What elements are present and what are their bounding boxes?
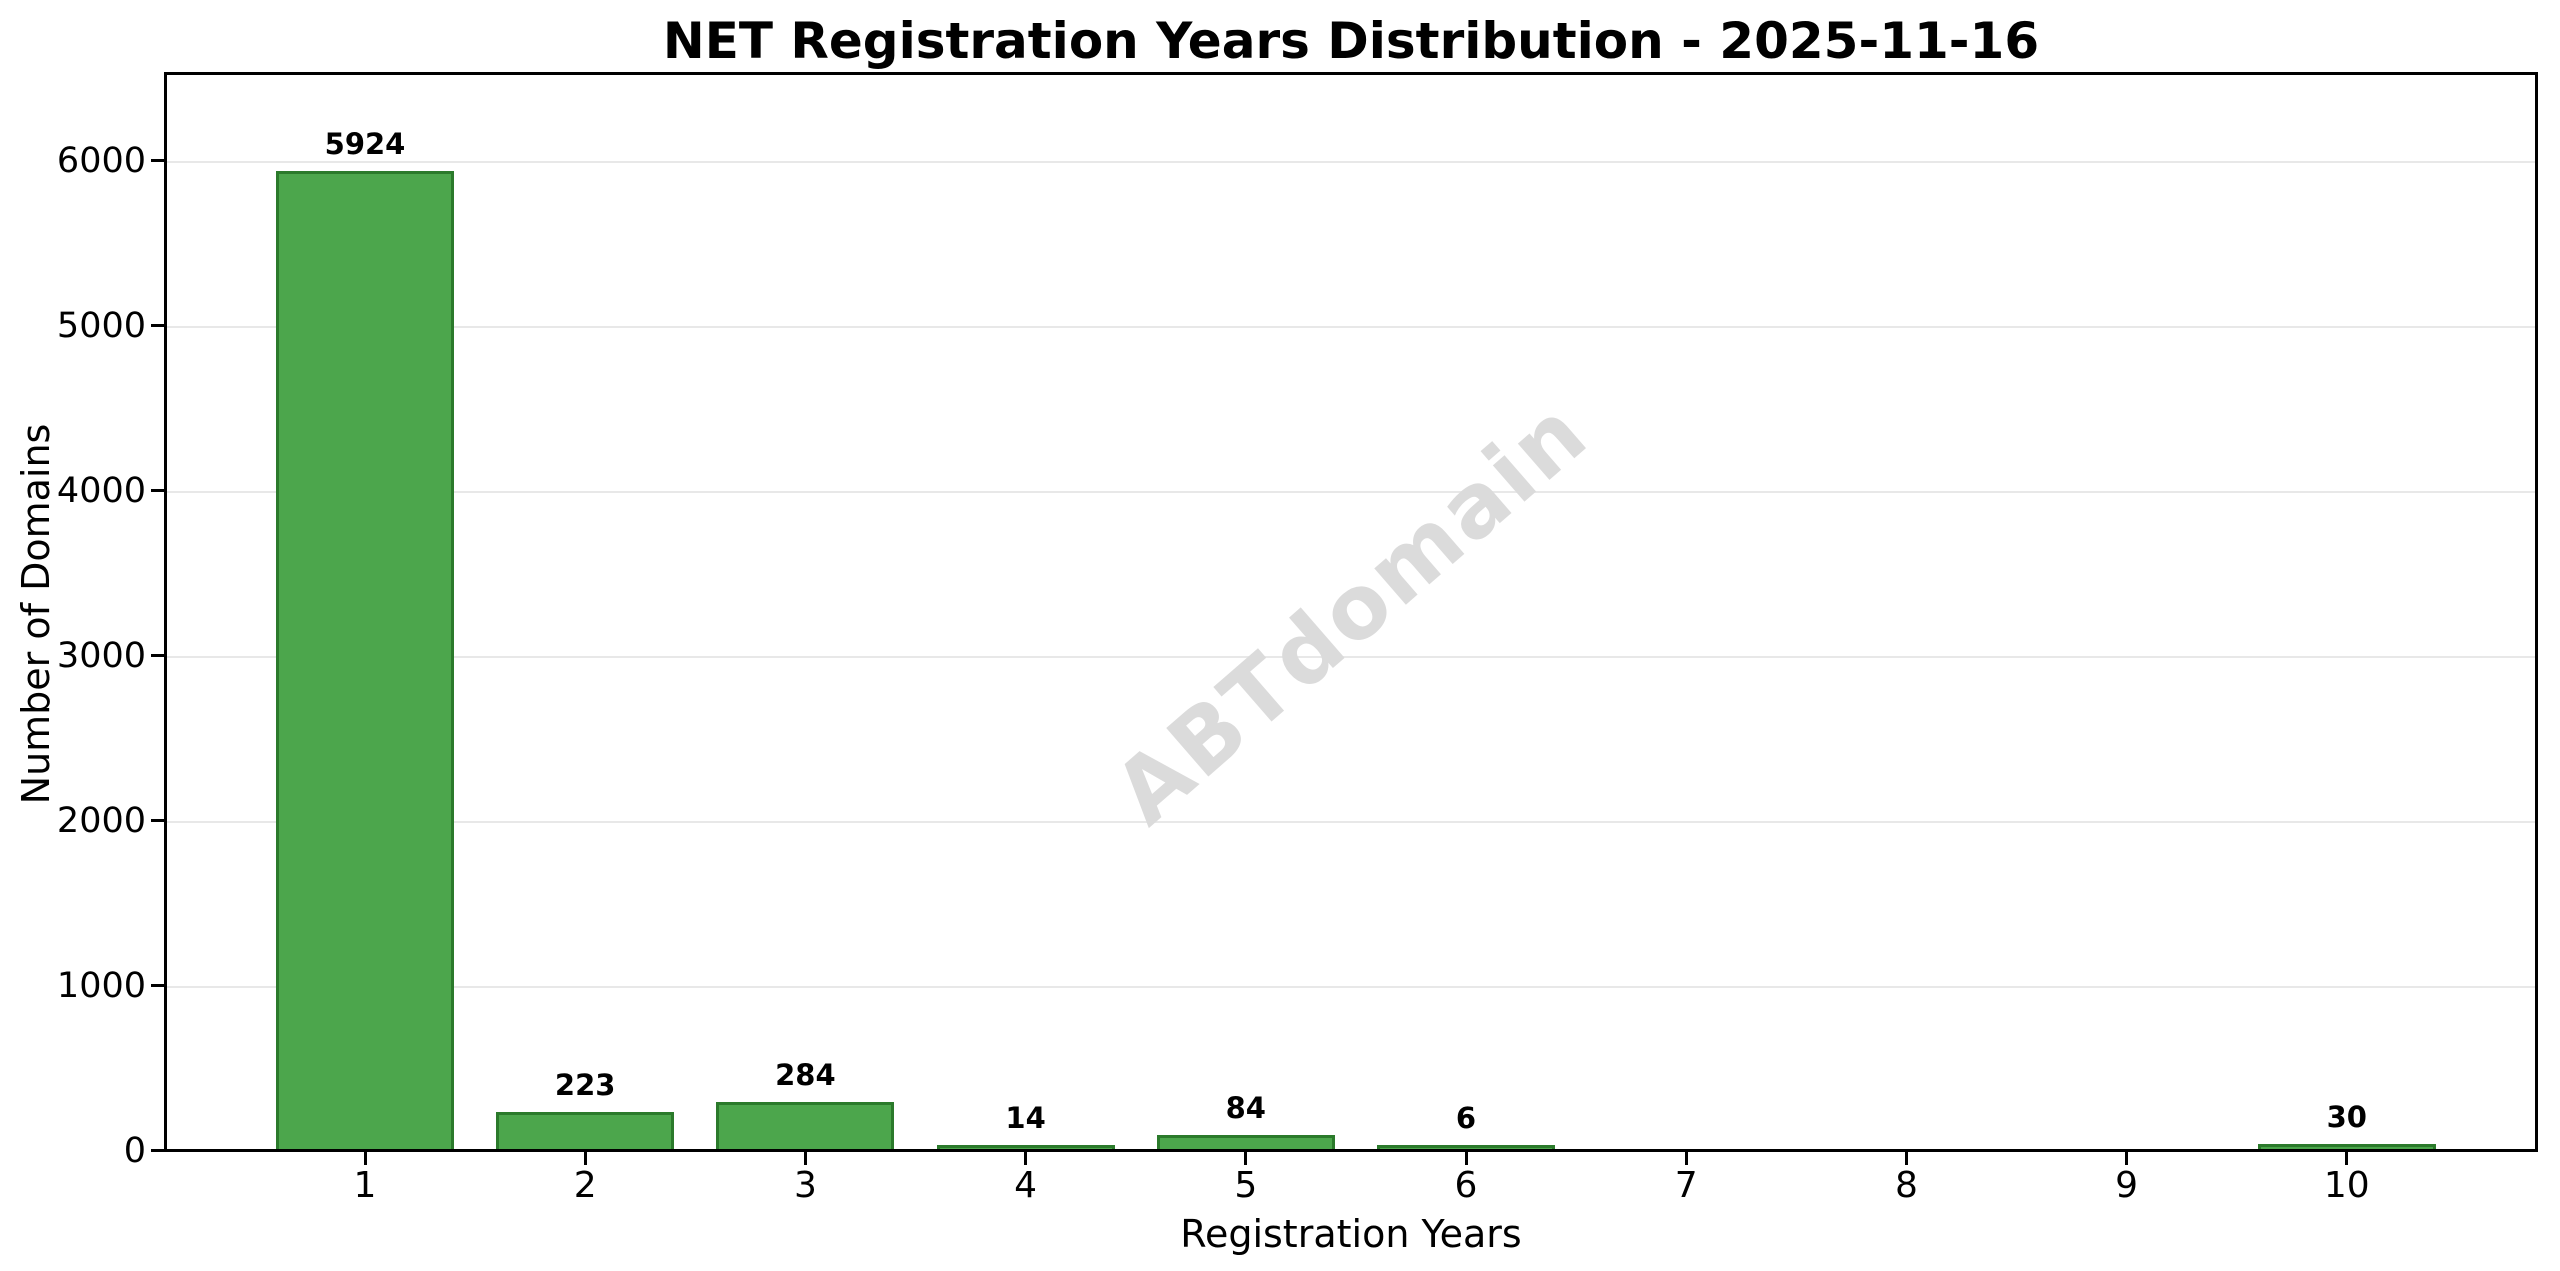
plot-area: ABTdomain 5924 223 284 14 84 6 30 bbox=[164, 72, 2538, 1152]
gridline-4000 bbox=[167, 490, 2535, 493]
x-tick-label-9: 9 bbox=[2115, 1165, 2139, 1206]
x-tick-mark-2 bbox=[583, 1152, 587, 1165]
x-axis-label: Registration Years bbox=[1180, 1212, 1522, 1256]
bar-year-3 bbox=[716, 1102, 895, 1149]
gridline-1000 bbox=[167, 986, 2535, 988]
x-tick-label-6: 6 bbox=[1454, 1165, 1478, 1206]
bar-year-5 bbox=[1156, 1135, 1335, 1149]
chart-title: NET Registration Years Distribution - 20… bbox=[662, 12, 2040, 70]
y-tick-mark-2000 bbox=[151, 818, 164, 822]
x-tick-mark-5 bbox=[1244, 1152, 1248, 1165]
y-tick-mark-4000 bbox=[151, 488, 164, 492]
y-tick-label-1000: 1000 bbox=[56, 965, 146, 1006]
bar-year-1 bbox=[276, 171, 454, 1149]
bar-value-label-year-3: 284 bbox=[775, 1058, 836, 1093]
y-tick-label-2000: 2000 bbox=[56, 800, 146, 841]
y-tick-mark-1000 bbox=[151, 983, 164, 987]
x-tick-mark-7 bbox=[1684, 1152, 1688, 1165]
bar-value-label-year-1: 5924 bbox=[324, 127, 406, 162]
y-tick-label-4000: 4000 bbox=[56, 470, 146, 511]
watermark: ABTdomain bbox=[1094, 379, 1608, 845]
x-tick-label-3: 3 bbox=[793, 1165, 817, 1206]
y-tick-mark-5000 bbox=[151, 323, 164, 327]
x-tick-mark-1 bbox=[363, 1152, 367, 1165]
x-tick-mark-6 bbox=[1464, 1152, 1468, 1165]
x-tick-mark-3 bbox=[803, 1152, 807, 1165]
x-tick-label-7: 7 bbox=[1674, 1165, 1698, 1206]
y-tick-mark-3000 bbox=[151, 653, 164, 657]
y-tick-label-5000: 5000 bbox=[56, 305, 146, 346]
x-tick-label-1: 1 bbox=[353, 1165, 377, 1206]
gridline-6000 bbox=[167, 160, 2535, 163]
bar-year-10 bbox=[2257, 1144, 2436, 1149]
bar-value-label-year-10: 30 bbox=[2326, 1100, 2367, 1135]
bar-value-label-year-5: 84 bbox=[1225, 1091, 1266, 1126]
x-tick-label-5: 5 bbox=[1234, 1165, 1258, 1206]
y-tick-mark-0 bbox=[151, 1149, 164, 1152]
bar-year-6 bbox=[1377, 1145, 1555, 1149]
x-tick-mark-10 bbox=[2345, 1152, 2349, 1165]
y-tick-label-3000: 3000 bbox=[56, 635, 146, 676]
gridline-2000 bbox=[167, 820, 2535, 823]
x-tick-label-4: 4 bbox=[1014, 1165, 1038, 1206]
y-tick-mark-6000 bbox=[151, 158, 164, 162]
bar-year-2 bbox=[496, 1112, 675, 1149]
bar-year-4 bbox=[936, 1145, 1115, 1149]
y-tick-label-0: 0 bbox=[123, 1131, 146, 1171]
y-tick-label-6000: 6000 bbox=[56, 140, 146, 181]
x-tick-label-8: 8 bbox=[1894, 1165, 1918, 1206]
gridline-5000 bbox=[167, 325, 2535, 328]
x-tick-label-2: 2 bbox=[573, 1165, 597, 1206]
x-tick-mark-9 bbox=[2125, 1152, 2129, 1165]
x-tick-mark-4 bbox=[1024, 1152, 1028, 1165]
bar-value-label-year-4: 14 bbox=[1005, 1101, 1046, 1135]
x-tick-mark-8 bbox=[1904, 1152, 1908, 1165]
x-tick-label-10: 10 bbox=[2323, 1165, 2370, 1206]
gridline-3000 bbox=[167, 655, 2535, 658]
bar-value-label-year-2: 223 bbox=[554, 1068, 616, 1103]
bar-value-label-year-6: 6 bbox=[1455, 1101, 1477, 1135]
